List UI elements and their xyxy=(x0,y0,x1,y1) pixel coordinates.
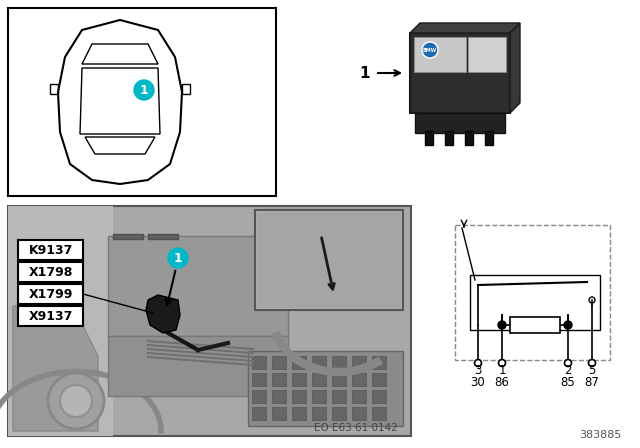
Bar xyxy=(372,373,386,386)
Bar xyxy=(425,131,433,145)
Bar xyxy=(410,33,510,113)
Bar xyxy=(332,373,346,386)
Text: X1798: X1798 xyxy=(29,266,73,279)
Polygon shape xyxy=(510,23,520,113)
Circle shape xyxy=(564,359,572,366)
Text: 87: 87 xyxy=(584,375,600,388)
Bar xyxy=(415,113,505,133)
Bar xyxy=(468,37,506,72)
Text: 1: 1 xyxy=(499,363,506,376)
Bar xyxy=(312,373,326,386)
Text: X1799: X1799 xyxy=(29,288,73,301)
Bar xyxy=(18,240,83,260)
Text: K9137: K9137 xyxy=(29,244,73,257)
Bar xyxy=(8,8,276,196)
Bar xyxy=(465,131,473,145)
Bar xyxy=(272,407,286,420)
Bar xyxy=(414,37,466,72)
Bar xyxy=(272,373,286,386)
Text: BMW: BMW xyxy=(423,47,437,52)
Bar xyxy=(390,18,535,148)
Circle shape xyxy=(168,248,188,268)
Text: 1: 1 xyxy=(360,65,371,81)
Bar xyxy=(312,407,326,420)
Text: 1: 1 xyxy=(140,83,148,96)
Bar xyxy=(252,373,266,386)
Bar xyxy=(332,356,346,369)
Bar xyxy=(312,356,326,369)
Bar xyxy=(292,356,306,369)
Bar xyxy=(332,390,346,403)
Polygon shape xyxy=(13,306,98,431)
Text: 30: 30 xyxy=(470,375,485,388)
Bar xyxy=(108,236,288,336)
Bar xyxy=(148,234,178,239)
Bar xyxy=(470,275,600,330)
Text: 3: 3 xyxy=(474,363,482,376)
Bar xyxy=(510,317,560,333)
Bar xyxy=(252,407,266,420)
Bar xyxy=(108,336,288,396)
Bar xyxy=(352,390,366,403)
Text: X9137: X9137 xyxy=(29,310,73,323)
Bar xyxy=(372,407,386,420)
Bar xyxy=(248,351,403,426)
Bar xyxy=(352,373,366,386)
Text: 5: 5 xyxy=(588,363,596,376)
Polygon shape xyxy=(410,23,520,33)
Bar xyxy=(113,234,143,239)
Text: 85: 85 xyxy=(561,375,575,388)
Text: 383885: 383885 xyxy=(579,430,621,440)
Text: 1: 1 xyxy=(173,251,182,264)
Bar xyxy=(8,206,113,436)
Bar xyxy=(292,373,306,386)
Bar xyxy=(252,356,266,369)
Circle shape xyxy=(499,359,506,366)
Bar xyxy=(352,356,366,369)
Bar xyxy=(455,225,610,360)
Bar xyxy=(272,356,286,369)
Text: 2: 2 xyxy=(564,363,572,376)
Bar xyxy=(18,284,83,304)
Bar xyxy=(292,390,306,403)
Bar xyxy=(252,390,266,403)
Bar xyxy=(257,212,401,308)
Bar xyxy=(255,210,403,310)
Circle shape xyxy=(498,321,506,329)
Polygon shape xyxy=(146,295,180,333)
Circle shape xyxy=(589,359,595,366)
Bar xyxy=(485,131,493,145)
Circle shape xyxy=(474,359,481,366)
Text: 86: 86 xyxy=(495,375,509,388)
Bar xyxy=(8,206,411,436)
Circle shape xyxy=(564,321,572,329)
Bar xyxy=(18,262,83,282)
Text: EO E63 61 0142: EO E63 61 0142 xyxy=(314,423,398,433)
Bar xyxy=(18,306,83,326)
Circle shape xyxy=(60,385,92,417)
Bar xyxy=(332,407,346,420)
Bar xyxy=(372,390,386,403)
Bar xyxy=(272,390,286,403)
Bar xyxy=(292,407,306,420)
Circle shape xyxy=(48,373,104,429)
Bar xyxy=(372,356,386,369)
Bar xyxy=(352,407,366,420)
Bar xyxy=(445,131,453,145)
Bar xyxy=(312,390,326,403)
Circle shape xyxy=(422,42,438,58)
Circle shape xyxy=(134,80,154,100)
